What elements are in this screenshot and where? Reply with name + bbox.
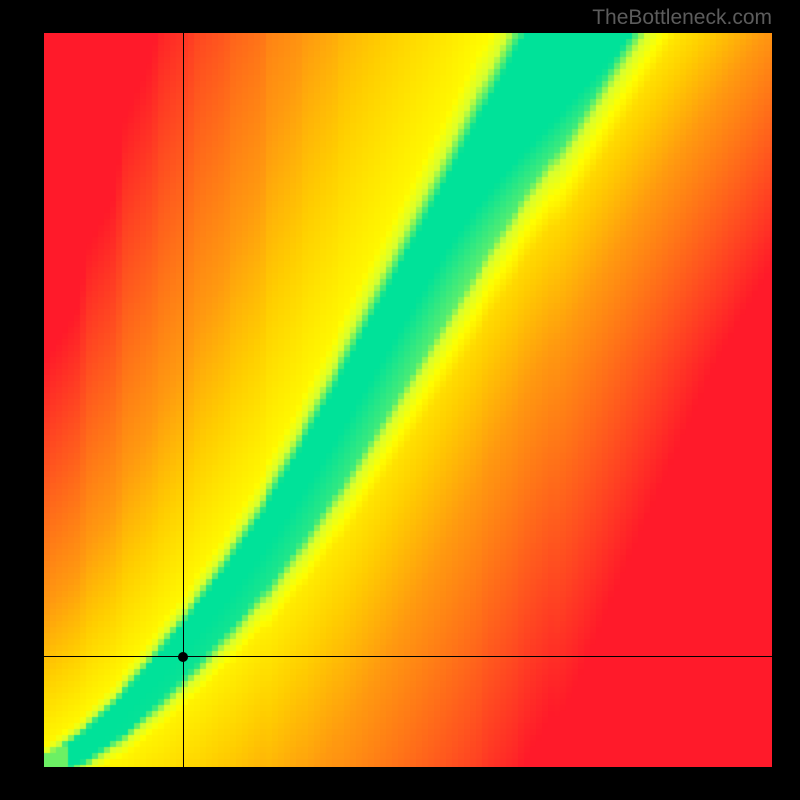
crosshair-marker xyxy=(178,652,188,662)
watermark-text: TheBottleneck.com xyxy=(592,6,772,30)
heatmap-plot xyxy=(44,33,772,767)
crosshair-horizontal xyxy=(44,656,772,657)
